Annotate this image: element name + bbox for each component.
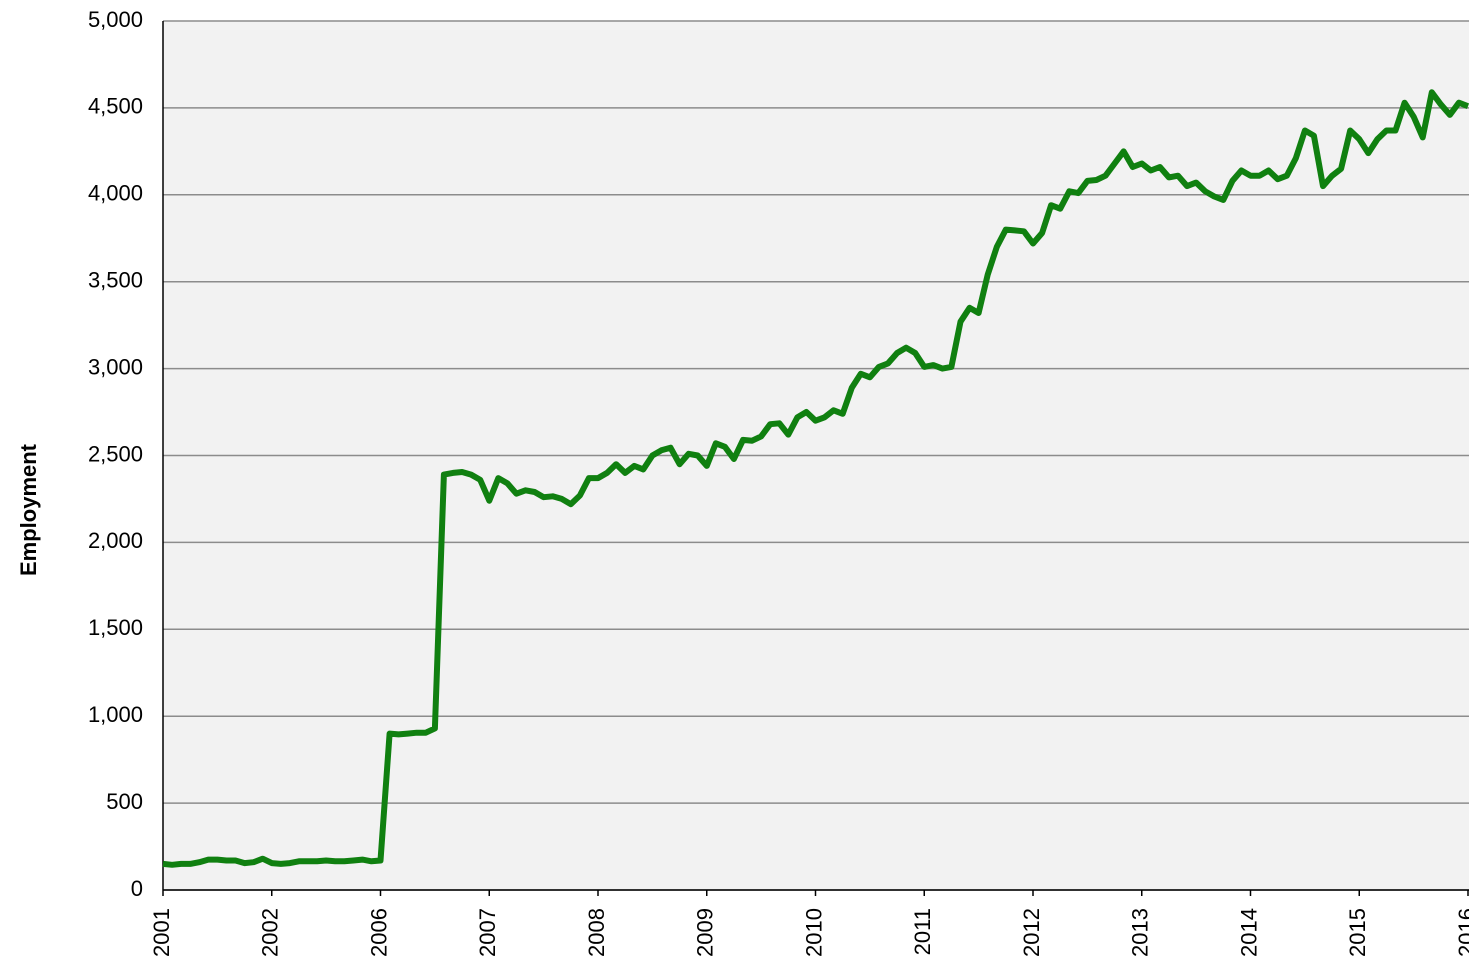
- y-tick-label: 3,000: [88, 354, 143, 379]
- x-tick-label: 2010: [801, 908, 826, 957]
- line-series: [162, 89, 1469, 868]
- x-tick-label: 2008: [584, 908, 609, 957]
- x-tick-label: 2016: [1454, 908, 1469, 957]
- y-axis-label: Employment: [16, 443, 41, 576]
- y-tick-label: 5,000: [88, 7, 143, 32]
- x-tick-label: 2006: [366, 908, 391, 957]
- x-tick-label: 2015: [1345, 908, 1370, 957]
- x-tick-label: 2013: [1128, 908, 1153, 957]
- x-tick-label: 2011: [910, 908, 935, 955]
- x-tick-label: 2012: [1019, 908, 1044, 957]
- y-tick-label: 1,000: [88, 702, 143, 727]
- y-tick-label: 2,500: [88, 441, 143, 466]
- y-tick-label: 3,500: [88, 268, 143, 293]
- y-tick-label: 4,000: [88, 181, 143, 206]
- x-tick-label: 2009: [693, 908, 718, 957]
- y-tick-label: 4,500: [88, 94, 143, 119]
- y-tick-label: 0: [131, 876, 143, 901]
- y-tick-label: 1,500: [88, 615, 143, 640]
- y-tick-label: 2,000: [88, 528, 143, 553]
- x-tick-label: 2002: [258, 908, 283, 957]
- x-tick-label: 2014: [1236, 908, 1261, 957]
- x-tick-label: 2001: [149, 908, 174, 957]
- y-tick-label: 500: [106, 789, 143, 814]
- x-tick-label: 2007: [475, 908, 500, 957]
